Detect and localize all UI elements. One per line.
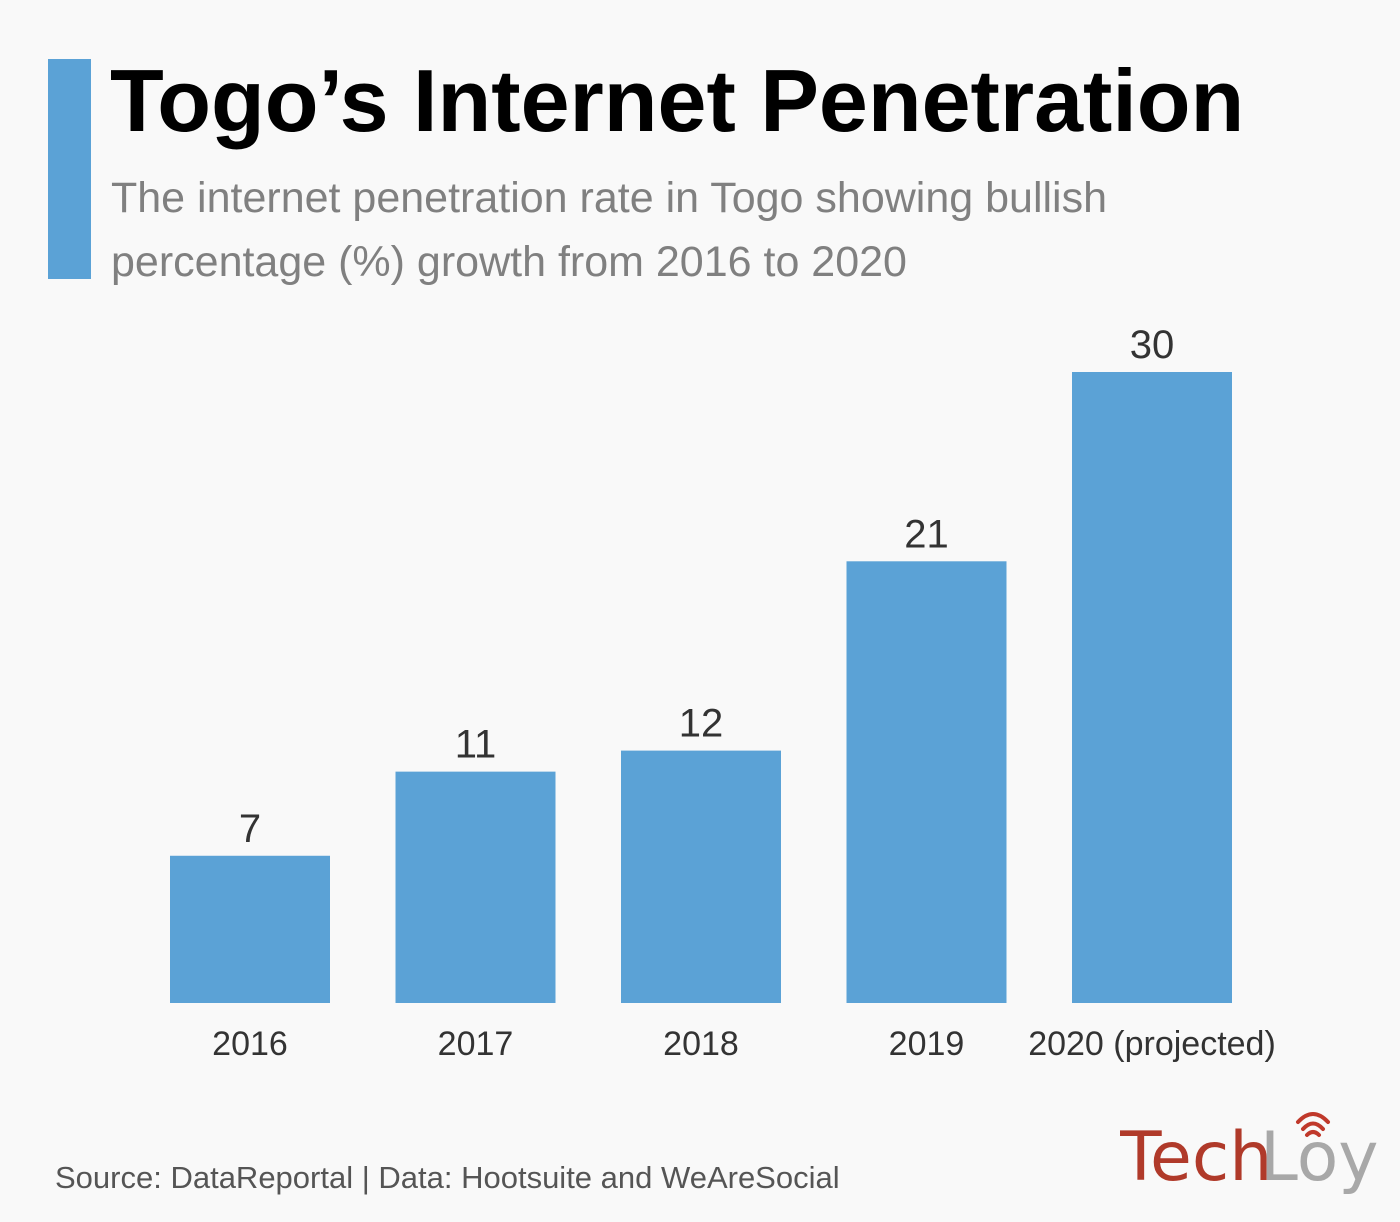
logo-text-loy: Loy (1260, 1118, 1379, 1197)
x-tick-label: 2017 (438, 1025, 514, 1063)
bar-2019 (846, 561, 1007, 1003)
data-label: 21 (904, 512, 949, 556)
data-label: 11 (455, 723, 497, 767)
x-tick-label: 2019 (889, 1025, 965, 1063)
techloy-logo: Tech Loy (1120, 1112, 1379, 1197)
bar-2020 (1072, 372, 1232, 1003)
x-tick-label: 2020 (projected) (1028, 1025, 1276, 1063)
x-tick-label: 2018 (663, 1025, 739, 1063)
source-note: Source: DataReportal | Data: Hootsuite a… (55, 1160, 840, 1195)
bar-2016 (170, 855, 330, 1003)
data-label: 30 (1130, 323, 1175, 367)
data-label: 7 (239, 807, 261, 851)
chart-subtitle: The internet penetration rate in Togo sh… (111, 174, 1108, 286)
data-label: 12 (679, 702, 724, 746)
bar-2017 (395, 771, 556, 1003)
logo-text-tech: Tech (1120, 1118, 1272, 1197)
bar-2018 (621, 750, 781, 1003)
x-tick-label: 2016 (212, 1025, 288, 1063)
signal-icon (1296, 1112, 1330, 1137)
chart-title: Togo’s Internet Penetration (110, 51, 1245, 150)
title-accent-bar (48, 59, 91, 279)
